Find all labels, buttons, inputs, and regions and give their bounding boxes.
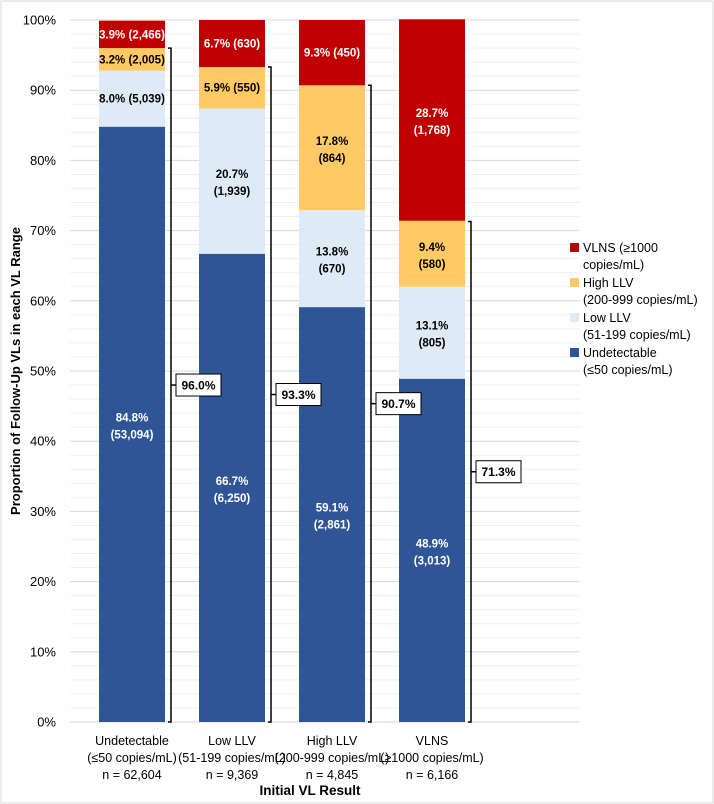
legend-item: VLNS (≥1000 copies/mL) (570, 241, 658, 272)
data-label: (864) (319, 153, 346, 165)
bracket-label-box (275, 383, 322, 407)
legend-swatch (570, 278, 579, 287)
x-tick-label: (51-199 copies/mL) (178, 751, 286, 765)
bar-segment (199, 20, 265, 68)
data-label: 8.0% (5,039) (99, 94, 165, 106)
y-tick-label: 80% (30, 153, 56, 168)
x-tick-label: Low LLV (208, 734, 256, 748)
y-tick-label: 70% (30, 223, 56, 238)
data-label: 9.4% (419, 242, 445, 254)
data-label: (805) (419, 338, 446, 350)
bracket-label-box (475, 460, 522, 484)
data-label: 17.8% (316, 136, 349, 148)
data-label: 13.1% (416, 321, 449, 333)
legend-swatch (570, 243, 579, 252)
y-tick-label: 60% (30, 293, 56, 308)
x-tick-label: n = 4,845 (306, 768, 359, 782)
bar-group-low-llv: 66.7% (6,250) 20.7% (1,939) 5.9% (550) 6.7% (… (199, 20, 265, 723)
data-label: 48.9% (416, 538, 449, 550)
bracket-label-box (375, 392, 422, 416)
legend-label: copies/mL) (583, 258, 644, 272)
data-label: 9.3% (450) (304, 48, 360, 60)
x-axis-label: Initial VL Result (259, 783, 361, 798)
bracket-label: 93.3% (281, 388, 315, 402)
bar-segment (99, 70, 165, 127)
x-tick-label: (200-999 copies/mL) (275, 751, 390, 765)
data-label: 84.8% (116, 412, 149, 424)
data-label: 5.9% (550) (204, 83, 260, 95)
legend-label: (200-999 copies/mL) (583, 293, 698, 307)
bar-segment (199, 67, 265, 109)
x-tick-label: VLNS (416, 734, 449, 748)
data-label: (580) (419, 259, 446, 271)
legend-label: (51-199 copies/mL) (583, 328, 691, 342)
data-label: (1,939) (214, 186, 251, 198)
data-label: 6.7% (630) (204, 39, 260, 51)
bar-group-undetectable: 84.8% (53,094) 8.0% (5,039) 3.2% (2,005) 3.9… (99, 20, 165, 723)
y-tick-label: 50% (30, 364, 56, 379)
data-label: (2,861) (314, 520, 351, 532)
y-tick-label: 20% (30, 574, 56, 589)
data-label: (53,094) (111, 429, 154, 441)
data-label: 59.1% (316, 503, 349, 515)
bar-segment (399, 220, 465, 287)
legend-item: Undetectable (≤50 copies/mL) (570, 346, 673, 377)
y-tick-label: 10% (30, 644, 56, 659)
bar-segment (299, 307, 365, 722)
legend-label: High LLV (583, 276, 634, 290)
y-tick-label: 0% (37, 715, 56, 730)
y-tick-label: 40% (30, 434, 56, 449)
bar-segment (99, 126, 165, 723)
y-tick-label: 90% (30, 83, 56, 98)
x-tick-label: n = 9,369 (206, 768, 259, 782)
data-label: 20.7% (216, 169, 249, 181)
x-tick-label: Undetectable (95, 734, 169, 748)
x-tick-label: High LLV (307, 734, 358, 748)
bar-segment (399, 19, 465, 221)
data-label: (3,013) (414, 555, 451, 567)
legend-swatch (570, 348, 579, 357)
data-label: (6,250) (214, 493, 251, 505)
bracket-label: 96.0% (181, 379, 215, 393)
bracket-label-box (175, 373, 222, 397)
data-label: (1,768) (414, 125, 451, 137)
bar-segment (299, 20, 365, 86)
legend-item: High LLV (200-999 copies/mL) (570, 276, 698, 307)
y-tick-label: 30% (30, 504, 56, 519)
legend-label: (≤50 copies/mL) (583, 363, 673, 377)
x-tick-label: (≤50 copies/mL) (87, 751, 177, 765)
y-tick-label: 100% (23, 13, 57, 28)
data-label: 3.9% (2,466) (99, 29, 165, 41)
bracket-label: 90.7% (381, 397, 415, 411)
x-tick-label: n = 62,604 (102, 768, 161, 782)
bar-group-vlns: 48.9% (3,013) 13.1% (805) 9.4% (580) 28.7% (1,7… (399, 19, 465, 722)
bar-segment (299, 85, 365, 211)
y-axis-label: Proportion of Follow-Up VLs in each VL R… (8, 227, 23, 515)
bar-segment (199, 108, 265, 254)
bar-segment (99, 48, 165, 71)
data-label: 66.7% (216, 476, 249, 488)
bar-group-high-llv: 59.1% (2,861) 13.8% (670) 17.8% (864) 9.3% (45… (299, 20, 365, 722)
x-tick-label: n = 6,166 (406, 768, 459, 782)
data-label: 13.8% (316, 247, 349, 259)
legend-label: VLNS (≥1000 (583, 241, 658, 255)
bar-segment (199, 253, 265, 723)
bar-segment (99, 20, 165, 49)
data-label: (670) (319, 264, 346, 276)
legend-swatch (570, 313, 579, 322)
legend-label: Low LLV (583, 311, 631, 325)
legend-label: Undetectable (583, 346, 657, 360)
bar-segment (299, 210, 365, 308)
bar-segment (399, 286, 465, 379)
legend-item: Low LLV (51-199 copies/mL) (570, 311, 691, 342)
data-label: 3.2% (2,005) (99, 54, 165, 66)
x-tick-label: (≥1000 copies/mL) (380, 751, 483, 765)
bracket-label: 71.3% (481, 465, 515, 479)
data-label: 28.7% (416, 108, 449, 120)
bar-segment (399, 378, 465, 722)
